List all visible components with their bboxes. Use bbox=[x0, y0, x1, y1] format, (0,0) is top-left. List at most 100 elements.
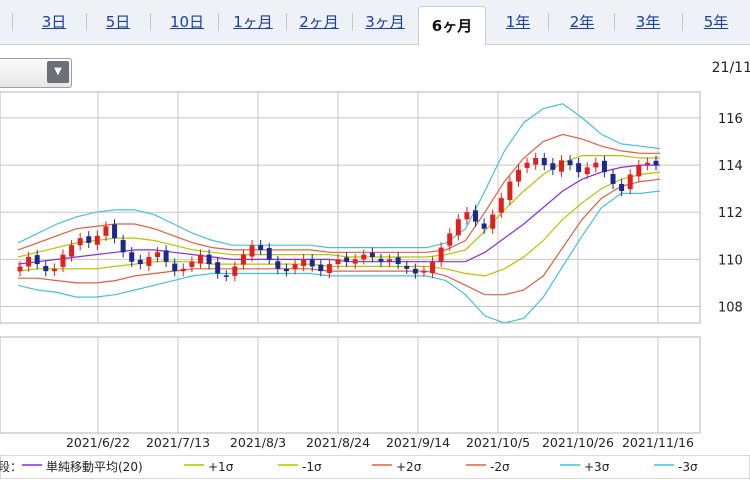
candle-body bbox=[352, 259, 358, 264]
candle-body bbox=[275, 261, 281, 269]
candle-body bbox=[137, 259, 143, 265]
chevron-down-icon[interactable]: ▼ bbox=[47, 61, 69, 83]
candle-body bbox=[292, 264, 298, 270]
candle-body bbox=[653, 160, 659, 166]
tab-separator bbox=[12, 13, 13, 31]
tab-6m[interactable]: 6ヶ月 bbox=[418, 6, 486, 46]
candle-body bbox=[584, 167, 590, 175]
x-axis-labels: 2021/6/22 2021/7/13 2021/8/3 2021/8/24 2021/… bbox=[66, 435, 694, 450]
candle-body bbox=[636, 165, 642, 177]
candle-body bbox=[490, 214, 496, 229]
legend-label: 単純移動平均(20) bbox=[46, 460, 143, 474]
band-line-6 bbox=[17, 190, 661, 324]
candle-body bbox=[155, 252, 161, 257]
candle-body bbox=[197, 254, 203, 264]
legend-label: +2σ bbox=[396, 460, 422, 474]
candle-body bbox=[283, 268, 289, 272]
tab-3m[interactable]: 3ヶ月 bbox=[365, 13, 405, 31]
candle-body bbox=[60, 254, 66, 267]
candle-body bbox=[172, 263, 178, 272]
candle-body bbox=[550, 163, 556, 170]
tab-1y[interactable]: 1年 bbox=[505, 13, 531, 31]
tab-3y[interactable]: 3年 bbox=[635, 13, 661, 31]
candle-body bbox=[447, 233, 453, 246]
tab-5y[interactable]: 5年 bbox=[703, 13, 729, 31]
tab-separator bbox=[86, 13, 87, 31]
candle-body bbox=[146, 257, 152, 266]
candle-body bbox=[558, 160, 564, 172]
candle-body bbox=[215, 262, 221, 274]
y-tick-label: 110 bbox=[718, 253, 743, 268]
tab-5d[interactable]: 5日 bbox=[105, 13, 131, 31]
candle-body bbox=[309, 259, 315, 267]
candle-body bbox=[644, 162, 650, 166]
candle-body bbox=[481, 223, 487, 229]
band-line-4 bbox=[18, 178, 661, 296]
candle-body bbox=[438, 247, 444, 262]
candle-body bbox=[627, 174, 633, 190]
candle-body bbox=[301, 259, 307, 266]
candle-body bbox=[576, 163, 582, 173]
candle-body bbox=[541, 158, 547, 166]
candle-body bbox=[26, 257, 32, 267]
tab-2y[interactable]: 2年 bbox=[569, 13, 595, 31]
candle-body bbox=[515, 169, 521, 182]
legend-label: -2σ bbox=[490, 460, 510, 474]
candle-body bbox=[129, 252, 135, 262]
tab-separator bbox=[352, 13, 353, 31]
legend-label: -3σ bbox=[678, 460, 698, 474]
legend-label: -1σ bbox=[302, 460, 322, 474]
x-tick-label: 2021/7/13 bbox=[146, 435, 210, 450]
band-line-5 bbox=[17, 103, 661, 249]
candle-body bbox=[601, 160, 607, 173]
candle-body bbox=[404, 265, 410, 269]
price-chart: 116 114 112 110 108 2021/6/22 2021/7/13 2021/8… bbox=[0, 91, 743, 450]
volume-panel-frame bbox=[0, 336, 701, 434]
tab-1m[interactable]: 1ヶ月 bbox=[233, 13, 273, 31]
candle-body bbox=[103, 226, 109, 236]
y-tick-label: 108 bbox=[718, 301, 743, 316]
candle-body bbox=[498, 198, 504, 213]
tab-separator bbox=[548, 13, 549, 31]
tab-10d[interactable]: 10日 bbox=[169, 13, 205, 31]
legend-frame bbox=[0, 455, 750, 479]
candle-body bbox=[258, 245, 264, 250]
y-axis-labels: 116 114 112 110 108 bbox=[718, 112, 743, 316]
candle-body bbox=[77, 238, 83, 246]
candle-body bbox=[86, 236, 92, 243]
x-tick-label: 2021/11/16 bbox=[622, 435, 694, 450]
candle-body bbox=[120, 240, 126, 253]
tab-separator bbox=[286, 13, 287, 31]
candle-body bbox=[344, 257, 350, 262]
candle-body bbox=[326, 264, 332, 274]
candle-body bbox=[593, 162, 599, 168]
band-line-2 bbox=[17, 171, 661, 277]
tab-separator bbox=[218, 13, 219, 31]
candle-body bbox=[473, 210, 479, 222]
candle-body bbox=[464, 212, 470, 220]
chart-grid bbox=[0, 91, 701, 434]
candle-body bbox=[412, 268, 418, 274]
candle-body bbox=[223, 275, 229, 277]
indicator-select[interactable]: ▼ bbox=[0, 58, 72, 88]
candle-body bbox=[206, 254, 212, 265]
tab-2m[interactable]: 2ヶ月 bbox=[299, 13, 339, 31]
candle-body bbox=[567, 160, 573, 166]
chart-legend: 段： 単純移動平均(20) +1σ -1σ +2σ -2σ +3σ -3σ bbox=[0, 455, 750, 479]
tab-3d[interactable]: 3日 bbox=[41, 13, 67, 31]
candle-body bbox=[34, 255, 40, 265]
band-line-3 bbox=[17, 133, 660, 253]
legend-label: +1σ bbox=[208, 460, 234, 474]
candle-body bbox=[507, 181, 513, 200]
y-tick-label: 116 bbox=[718, 112, 743, 127]
tab-separator bbox=[614, 13, 615, 31]
candle-body bbox=[335, 259, 341, 265]
candle-body bbox=[189, 261, 195, 267]
y-tick-label: 114 bbox=[718, 159, 743, 174]
current-date-label: 21/11 bbox=[711, 60, 750, 76]
candle-body bbox=[266, 248, 272, 260]
candle-body bbox=[318, 264, 324, 272]
x-tick-label: 2021/8/24 bbox=[306, 435, 370, 450]
y-tick-label: 112 bbox=[718, 206, 743, 221]
candle-body bbox=[51, 268, 57, 272]
